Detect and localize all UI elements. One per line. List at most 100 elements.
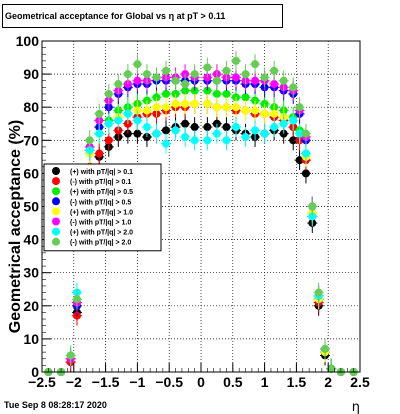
y-tick-label: 50	[23, 199, 39, 215]
data-point	[142, 70, 151, 79]
data-point	[321, 344, 330, 353]
data-point	[181, 119, 190, 128]
y-tick-label: 20	[23, 298, 39, 314]
data-point	[114, 80, 123, 89]
legend-marker	[52, 197, 60, 206]
data-point	[279, 76, 288, 85]
legend-box	[43, 163, 162, 252]
y-tick-label: 60	[23, 165, 39, 181]
legend-label: (+) with pT/|q| > 0.5	[70, 189, 133, 196]
data-point	[123, 109, 132, 118]
data-point	[314, 288, 323, 297]
data-point	[190, 70, 199, 79]
data-point	[114, 116, 123, 125]
data-point	[203, 123, 212, 132]
legend-label: (-) with pT/|q| > 1.0	[70, 220, 131, 227]
data-point	[308, 202, 317, 211]
data-point	[85, 136, 94, 145]
data-point	[222, 103, 231, 112]
data-point	[72, 295, 81, 304]
data-point	[270, 80, 279, 89]
data-point	[270, 123, 279, 132]
legend-label: (-) with pT/|q| > 0.1	[70, 179, 131, 186]
data-point	[241, 132, 250, 141]
x-tick-label: 0	[197, 374, 205, 390]
data-point	[295, 103, 304, 112]
y-tick-label: 80	[23, 99, 39, 115]
data-point	[212, 129, 221, 138]
data-point	[295, 156, 304, 165]
data-point	[203, 136, 212, 145]
data-point	[152, 103, 161, 112]
data-point	[203, 63, 212, 72]
legend-label: (-) with pT/|q| > 2.0	[70, 240, 131, 247]
data-point	[251, 76, 260, 85]
data-point	[171, 99, 180, 108]
x-tick-label: 2	[324, 374, 332, 390]
x-axis-label: η	[352, 400, 360, 414]
x-tick-label: 0.5	[223, 374, 243, 390]
data-point	[212, 76, 221, 85]
data-point	[222, 136, 231, 145]
data-point	[222, 66, 231, 75]
data-point	[301, 169, 310, 178]
data-point	[295, 129, 304, 138]
legend-marker	[52, 187, 60, 196]
data-point	[260, 129, 269, 138]
data-point	[181, 80, 190, 89]
data-point	[133, 60, 142, 69]
data-point	[260, 109, 269, 118]
data-point	[231, 56, 240, 65]
data-point	[231, 73, 240, 82]
data-point	[270, 66, 279, 75]
x-tick-label: −2	[66, 374, 82, 390]
y-tick-label: 40	[23, 232, 39, 248]
data-point	[162, 66, 171, 75]
data-point	[95, 129, 104, 138]
chart-title: Geometrical acceptance for Global vs η a…	[2, 4, 283, 28]
data-point	[231, 103, 240, 112]
x-tick-label: −1.5	[92, 374, 120, 390]
y-tick-label: 0	[31, 364, 39, 380]
data-point	[142, 106, 151, 115]
legend-label: (+) with pT/|q| > 0.1	[70, 169, 133, 176]
x-tick-label: 2.5	[350, 374, 370, 390]
y-tick-label: 100	[16, 33, 40, 49]
series-group	[43, 50, 359, 376]
data-point	[171, 76, 180, 85]
data-point	[289, 83, 298, 92]
data-point	[241, 70, 250, 79]
x-tick-label: −2.5	[28, 374, 56, 390]
data-point	[212, 103, 221, 112]
y-tick-label: 90	[23, 66, 39, 82]
legend-label: (-) with pT/|q| > 0.5	[70, 199, 131, 206]
x-tick-label: 1.5	[287, 374, 307, 390]
data-point	[95, 109, 104, 118]
data-point	[270, 109, 279, 118]
y-tick-label: 70	[23, 132, 39, 148]
data-point	[66, 351, 75, 360]
data-point	[190, 123, 199, 132]
x-tick-label: 1	[261, 374, 269, 390]
data-point	[301, 129, 310, 138]
legend-marker	[52, 237, 60, 246]
x-tick-label: −1	[129, 374, 145, 390]
data-point	[95, 149, 104, 158]
legend-marker	[52, 227, 60, 236]
data-point	[251, 126, 260, 135]
data-point	[190, 136, 199, 145]
axis-ticks: −2.5 −2 −1.5 −1 −0.5 0 0.5 1 1.5 2 2.5 0 10 20 30 40 50 6…	[16, 33, 370, 390]
data-point	[222, 89, 231, 98]
data-point	[104, 119, 113, 128]
data-point	[162, 139, 171, 148]
data-point	[279, 119, 288, 128]
data-point	[231, 123, 240, 132]
data-point	[152, 73, 161, 82]
data-point	[289, 116, 298, 125]
data-point	[171, 126, 180, 135]
data-point	[260, 73, 269, 82]
data-point	[133, 116, 142, 125]
data-point	[301, 149, 310, 158]
legend-marker	[52, 177, 60, 186]
data-point	[203, 99, 212, 108]
